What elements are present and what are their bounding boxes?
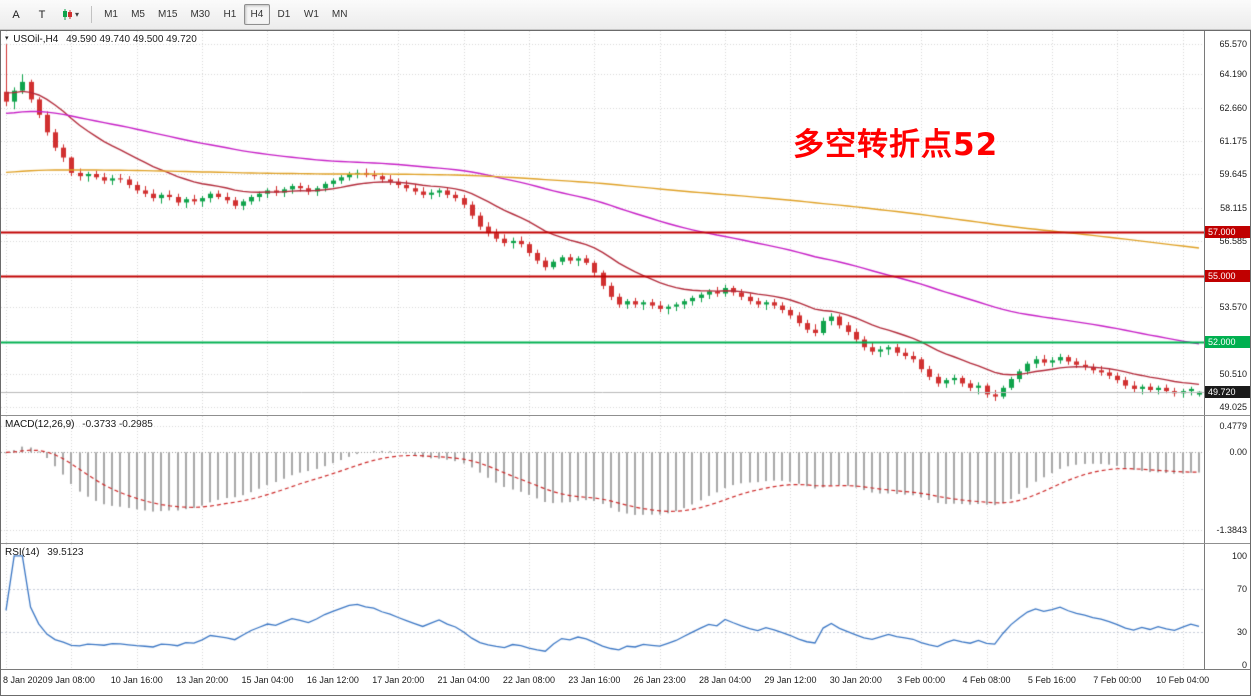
time-axis-label: 13 Jan 20:00 [176, 675, 229, 685]
price-level-badge: 52.000 [1205, 335, 1250, 348]
axis-tick-label: 62.660 [1219, 102, 1247, 113]
timeframe-m30-button[interactable]: M30 [184, 4, 215, 25]
panel-divider[interactable] [1, 415, 1250, 416]
price-level-badge: 55.000 [1205, 269, 1250, 282]
macd-title: MACD(12,26,9) -0.3733 -0.2985 [5, 419, 153, 430]
time-axis-label: 30 Jan 20:00 [829, 675, 882, 685]
toolbar-separator [91, 6, 93, 23]
time-axis-label: 16 Jan 12:00 [306, 675, 359, 685]
axis-tick-label: 0.00 [1229, 447, 1247, 458]
rsi-label: RSI(14) [5, 547, 40, 558]
axis-tick-label: 0.4779 [1219, 420, 1247, 431]
timeframe-h4-button[interactable]: H4 [243, 4, 270, 25]
time-axis-label: 22 Jan 08:00 [502, 675, 555, 685]
time-axis-label: 9 Jan 08:00 [47, 675, 95, 685]
axis-tick-label: 65.570 [1219, 39, 1247, 50]
panel-divider[interactable] [1, 543, 1250, 544]
time-axis-label: 3 Feb 00:00 [897, 675, 946, 685]
price-level-badge: 57.000 [1205, 226, 1250, 239]
time-axis-label: 10 Feb 04:00 [1156, 675, 1210, 685]
chart-marker-icon: ▾ [5, 35, 9, 42]
timeframe-mn-button[interactable]: MN [326, 4, 354, 25]
axis-tick-label: 56.585 [1219, 236, 1247, 247]
macd-values: -0.3733 -0.2985 [82, 419, 153, 430]
price-plot[interactable]: ▾ USOil-,H4 49.590 49.740 49.500 49.720 … [1, 31, 1204, 415]
price-panel: ▾ USOil-,H4 49.590 49.740 49.500 49.720 … [1, 31, 1250, 415]
cursor-a-tool-button[interactable]: A [4, 4, 28, 25]
main-toolbar: A T ▾ M1 M5 M15 M30 H1 H4 D1 W1 MN [0, 0, 1251, 30]
macd-chart-canvas[interactable] [1, 416, 1204, 543]
axis-tick-label: 58.115 [1220, 202, 1247, 213]
timeframe-group: M1 M5 M15 M30 H1 H4 D1 W1 MN [98, 4, 353, 25]
rsi-title: RSI(14) 39.5123 [5, 547, 83, 558]
chevron-down-icon: ▾ [75, 10, 80, 19]
axis-tick-label: 59.645 [1219, 169, 1247, 180]
axis-tick-label: 49.025 [1219, 401, 1247, 412]
time-axis-label: 29 Jan 12:00 [764, 675, 817, 685]
time-axis-label: 28 Jan 04:00 [699, 675, 752, 685]
time-axis[interactable]: 8 Jan 2020 9 Jan 08:00 10 Jan 16:00 13 Jan … [1, 669, 1250, 695]
chart-annotation-text: 多空转折点52 [793, 127, 999, 163]
candlestick-icon [63, 9, 72, 20]
timeframe-m1-button[interactable]: M1 [98, 4, 124, 25]
time-axis-label: 15 Jan 04:00 [241, 675, 294, 685]
axis-tick-label: 70 [1236, 583, 1247, 594]
macd-axis[interactable]: 0.4779 0.00 -1.3843 [1204, 416, 1250, 543]
symbol-timeframe-label: USOil-,H4 [13, 34, 59, 45]
timeframe-w1-button[interactable]: W1 [298, 4, 325, 25]
price-level-badge: 49.720 [1205, 385, 1250, 398]
timeframe-d1-button[interactable]: D1 [271, 4, 297, 25]
time-axis-label: 21 Jan 04:00 [437, 675, 490, 685]
ohlc-values: 49.590 49.740 49.500 49.720 [66, 34, 197, 45]
time-axis-label: 17 Jan 20:00 [372, 675, 425, 685]
text-tool-button[interactable]: T [30, 4, 54, 25]
rsi-panel: RSI(14) 39.5123 100 70 30 0 [1, 544, 1250, 670]
time-axis-label: 26 Jan 23:00 [633, 675, 686, 685]
macd-panel: MACD(12,26,9) -0.3733 -0.2985 0.4779 0.00… [1, 416, 1250, 543]
time-axis-label: 7 Feb 00:00 [1093, 675, 1142, 685]
axis-tick-label: 53.570 [1219, 302, 1247, 313]
macd-label: MACD(12,26,9) [5, 419, 75, 430]
axis-tick-label: -1.3843 [1216, 524, 1247, 535]
time-axis-label: 10 Jan 16:00 [110, 675, 163, 685]
timeframe-h1-button[interactable]: H1 [217, 4, 243, 25]
chart-title: ▾ USOil-,H4 49.590 49.740 49.500 49.720 [5, 34, 197, 45]
rsi-axis[interactable]: 100 70 30 0 [1204, 544, 1250, 670]
timeframe-m15-button[interactable]: M15 [152, 4, 183, 25]
timeframe-m5-button[interactable]: M5 [125, 4, 151, 25]
rsi-chart-canvas[interactable] [1, 544, 1204, 669]
rsi-value: 39.5123 [47, 547, 84, 558]
axis-tick-label: 30 [1236, 627, 1247, 638]
axis-tick-label: 61.175 [1219, 135, 1247, 146]
axis-tick-label: 64.190 [1219, 69, 1247, 80]
axis-tick-label: 50.510 [1219, 369, 1247, 380]
chart-window: ▾ USOil-,H4 49.590 49.740 49.500 49.720 … [0, 30, 1251, 696]
time-axis-label: 4 Feb 08:00 [962, 675, 1011, 685]
time-axis-label: 5 Feb 16:00 [1027, 675, 1076, 685]
time-axis-label: 23 Jan 16:00 [568, 675, 621, 685]
chart-tools-dropdown-button[interactable]: ▾ [56, 4, 85, 25]
price-axis[interactable]: 65.570 64.190 62.660 61.175 59.645 58.115 56.5… [1204, 31, 1250, 415]
macd-plot[interactable]: MACD(12,26,9) -0.3733 -0.2985 [1, 416, 1204, 543]
axis-tick-label: 100 [1231, 550, 1247, 561]
price-chart-canvas[interactable] [1, 31, 1204, 415]
axis-tick-label: 0 [1241, 659, 1247, 670]
time-axis-label: 8 Jan 2020 [3, 675, 48, 685]
rsi-plot[interactable]: RSI(14) 39.5123 [1, 544, 1204, 669]
